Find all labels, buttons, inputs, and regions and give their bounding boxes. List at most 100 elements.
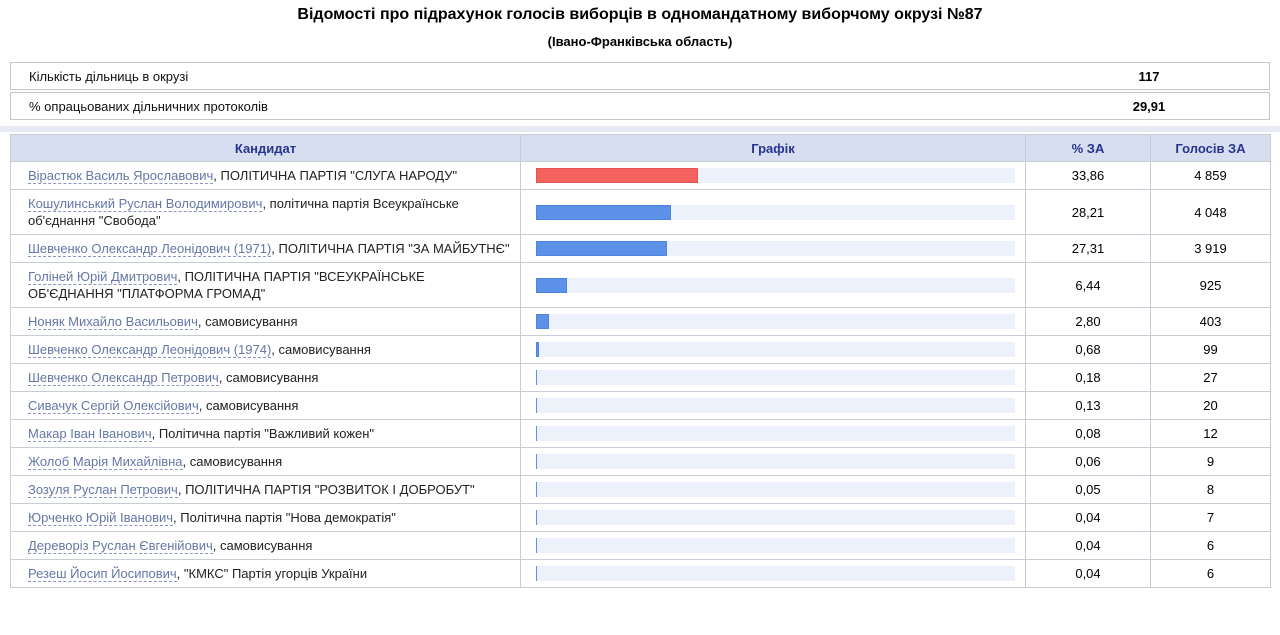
bar-track bbox=[536, 482, 1015, 497]
column-header-graph: Графік bbox=[521, 135, 1026, 162]
candidate-cell: Шевченко Олександр Петрович, самовисуван… bbox=[11, 364, 521, 392]
party-label: , "КМКС" Партія угорців України bbox=[177, 566, 367, 581]
bar-track bbox=[536, 454, 1015, 469]
candidate-cell: Зозуля Руслан Петрович, ПОЛІТИЧНА ПАРТІЯ… bbox=[11, 476, 521, 504]
party-label: , самовисування bbox=[198, 314, 298, 329]
table-row: Резеш Йосип Йосипович, "КМКС" Партія уго… bbox=[11, 560, 1271, 588]
party-label: , самовисування bbox=[271, 342, 371, 357]
percent-value: 0,04 bbox=[1026, 560, 1151, 588]
graph-cell bbox=[521, 532, 1026, 560]
votes-value: 6 bbox=[1151, 560, 1271, 588]
table-row: Зозуля Руслан Петрович, ПОЛІТИЧНА ПАРТІЯ… bbox=[11, 476, 1271, 504]
info-value-protocols: 29,91 bbox=[1029, 99, 1269, 114]
percent-value: 0,05 bbox=[1026, 476, 1151, 504]
table-header-row: Кандидат Графік % ЗА Голосів ЗА bbox=[11, 135, 1271, 162]
vote-bar bbox=[536, 398, 537, 413]
votes-value: 4 048 bbox=[1151, 190, 1271, 235]
table-row: Макар Іван Іванович, Політична партія "В… bbox=[11, 420, 1271, 448]
table-row: Дереворіз Руслан Євгенійович, самовисува… bbox=[11, 532, 1271, 560]
candidate-cell: Дереворіз Руслан Євгенійович, самовисува… bbox=[11, 532, 521, 560]
percent-value: 0,06 bbox=[1026, 448, 1151, 476]
vote-bar bbox=[536, 168, 698, 183]
percent-value: 0,18 bbox=[1026, 364, 1151, 392]
votes-value: 7 bbox=[1151, 504, 1271, 532]
percent-value: 2,80 bbox=[1026, 308, 1151, 336]
candidate-link[interactable]: Шевченко Олександр Леонідович (1974) bbox=[28, 342, 271, 358]
vote-bar bbox=[536, 278, 567, 293]
votes-value: 8 bbox=[1151, 476, 1271, 504]
table-row: Жолоб Марія Михайлівна, самовисування 0,0… bbox=[11, 448, 1271, 476]
candidate-link[interactable]: Вірастюк Василь Ярославович bbox=[28, 168, 213, 184]
candidate-cell: Кошулинський Руслан Володимирович, політ… bbox=[11, 190, 521, 235]
page-title: Відомості про підрахунок голосів виборці… bbox=[280, 5, 1000, 25]
bar-track bbox=[536, 314, 1015, 329]
bar-track bbox=[536, 278, 1015, 293]
bar-track bbox=[536, 168, 1015, 183]
candidate-link[interactable]: Голіней Юрій Дмитрович bbox=[28, 269, 177, 285]
candidate-link[interactable]: Юрченко Юрій Іванович bbox=[28, 510, 173, 526]
party-label: , ПОЛІТИЧНА ПАРТІЯ "РОЗВИТОК І ДОБРОБУТ" bbox=[178, 482, 475, 497]
candidate-cell: Голіней Юрій Дмитрович, ПОЛІТИЧНА ПАРТІЯ… bbox=[11, 263, 521, 308]
bar-track bbox=[536, 205, 1015, 220]
percent-value: 0,68 bbox=[1026, 336, 1151, 364]
bar-track bbox=[536, 370, 1015, 385]
bar-track bbox=[536, 398, 1015, 413]
info-label-protocols: % опрацьованих дільничних протоколів bbox=[11, 99, 1029, 114]
column-header-percent: % ЗА bbox=[1026, 135, 1151, 162]
candidate-cell: Сивачук Сергій Олексійович, самовисуванн… bbox=[11, 392, 521, 420]
candidate-link[interactable]: Шевченко Олександр Петрович bbox=[28, 370, 219, 386]
candidate-link[interactable]: Кошулинський Руслан Володимирович bbox=[28, 196, 262, 212]
candidate-link[interactable]: Дереворіз Руслан Євгенійович bbox=[28, 538, 213, 554]
bar-track bbox=[536, 538, 1015, 553]
party-label: , ПОЛІТИЧНА ПАРТІЯ "СЛУГА НАРОДУ" bbox=[213, 168, 457, 183]
divider-strip bbox=[0, 126, 1280, 132]
candidate-link[interactable]: Макар Іван Іванович bbox=[28, 426, 152, 442]
graph-cell bbox=[521, 308, 1026, 336]
vote-bar bbox=[536, 241, 667, 256]
candidate-cell: Резеш Йосип Йосипович, "КМКС" Партія уго… bbox=[11, 560, 521, 588]
page-subtitle: (Івано-Франківська область) bbox=[0, 34, 1280, 49]
candidate-link[interactable]: Зозуля Руслан Петрович bbox=[28, 482, 178, 498]
candidate-link[interactable]: Резеш Йосип Йосипович bbox=[28, 566, 177, 582]
graph-cell bbox=[521, 263, 1026, 308]
vote-bar bbox=[536, 205, 671, 220]
candidate-link[interactable]: Сивачук Сергій Олексійович bbox=[28, 398, 199, 414]
bar-track bbox=[536, 241, 1015, 256]
graph-cell bbox=[521, 504, 1026, 532]
percent-value: 27,31 bbox=[1026, 235, 1151, 263]
party-label: , самовисування bbox=[183, 454, 283, 469]
candidate-link[interactable]: Ноняк Михайло Васильович bbox=[28, 314, 198, 330]
vote-bar bbox=[536, 342, 539, 357]
votes-value: 403 bbox=[1151, 308, 1271, 336]
results-table: Кандидат Графік % ЗА Голосів ЗА Вірастюк… bbox=[10, 134, 1271, 588]
party-label: , Політична партія "Нова демократія" bbox=[173, 510, 396, 525]
results-table-body: Вірастюк Василь Ярославович, ПОЛІТИЧНА П… bbox=[11, 162, 1271, 588]
percent-value: 6,44 bbox=[1026, 263, 1151, 308]
graph-cell bbox=[521, 235, 1026, 263]
percent-value: 28,21 bbox=[1026, 190, 1151, 235]
candidate-link[interactable]: Шевченко Олександр Леонідович (1971) bbox=[28, 241, 271, 257]
column-header-votes: Голосів ЗА bbox=[1151, 135, 1271, 162]
graph-cell bbox=[521, 336, 1026, 364]
votes-value: 4 859 bbox=[1151, 162, 1271, 190]
votes-value: 9 bbox=[1151, 448, 1271, 476]
candidate-cell: Юрченко Юрій Іванович, Політична партія … bbox=[11, 504, 521, 532]
table-row: Кошулинський Руслан Володимирович, політ… bbox=[11, 190, 1271, 235]
candidate-cell: Вірастюк Василь Ярославович, ПОЛІТИЧНА П… bbox=[11, 162, 521, 190]
table-row: Шевченко Олександр Петрович, самовисуван… bbox=[11, 364, 1271, 392]
table-row: Юрченко Юрій Іванович, Політична партія … bbox=[11, 504, 1271, 532]
candidate-cell: Шевченко Олександр Леонідович (1971), ПО… bbox=[11, 235, 521, 263]
percent-value: 0,13 bbox=[1026, 392, 1151, 420]
party-label: , ПОЛІТИЧНА ПАРТІЯ "ЗА МАЙБУТНЄ" bbox=[271, 241, 509, 256]
table-row: Ноняк Михайло Васильович, самовисування 2… bbox=[11, 308, 1271, 336]
votes-value: 12 bbox=[1151, 420, 1271, 448]
candidate-cell: Жолоб Марія Михайлівна, самовисування bbox=[11, 448, 521, 476]
party-label: , самовисування bbox=[199, 398, 299, 413]
info-row-protocols: % опрацьованих дільничних протоколів 29,… bbox=[10, 92, 1270, 120]
bar-track bbox=[536, 510, 1015, 525]
info-label-stations: Кількість дільниць в окрузі bbox=[11, 69, 1029, 84]
percent-value: 33,86 bbox=[1026, 162, 1151, 190]
candidate-cell: Макар Іван Іванович, Політична партія "В… bbox=[11, 420, 521, 448]
candidate-link[interactable]: Жолоб Марія Михайлівна bbox=[28, 454, 183, 470]
bar-track bbox=[536, 342, 1015, 357]
